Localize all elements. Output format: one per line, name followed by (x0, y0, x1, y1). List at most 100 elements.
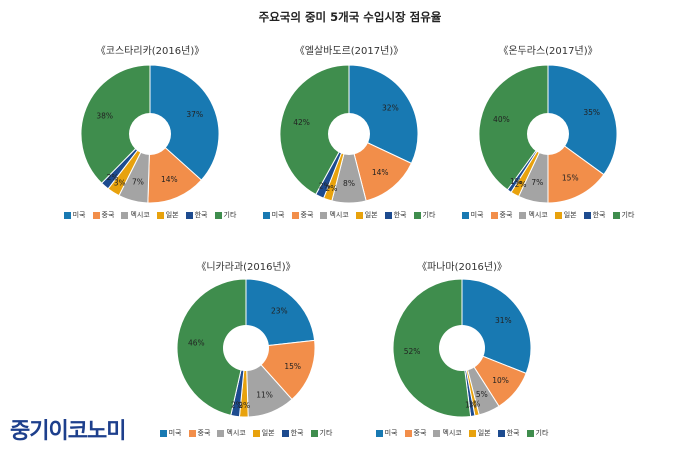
slice-label: 46% (188, 338, 205, 347)
pie-slice-6 (80, 64, 151, 184)
legend-swatch (490, 211, 498, 219)
legend-item: 멕시코 (121, 210, 150, 220)
legend-label: 한국 (506, 429, 520, 437)
slice-label: 2% (107, 173, 119, 182)
legend-label: 한국 (393, 211, 407, 219)
legend-label: 일본 (364, 211, 378, 219)
legend-label: 멕시코 (329, 211, 349, 219)
chart-title: 《파나마(2016년)》 (416, 262, 508, 273)
legend-label: 멕시코 (528, 211, 548, 219)
legend-label: 기타 (319, 429, 333, 437)
legend-item: 중국 (291, 210, 313, 220)
slice-label: 11% (256, 390, 273, 399)
legend-label: 한국 (290, 429, 304, 437)
legend-item: 기타 (310, 428, 333, 438)
legend-item: 중국 (490, 210, 512, 220)
legend-swatch (185, 211, 193, 219)
brand-logo: 중기이코노미 (10, 419, 126, 444)
slice-label: 7% (531, 178, 543, 187)
slice-label: 2% (231, 400, 243, 409)
slice-label: 5% (476, 390, 488, 399)
legend-swatch (291, 211, 299, 219)
slice-label: 31% (495, 316, 512, 325)
pie-slice-1 (547, 64, 618, 176)
legend-item: 기타 (526, 428, 549, 438)
pie-slice-6 (279, 64, 350, 196)
legend-item: 한국 (384, 210, 407, 220)
legend-swatch (384, 211, 392, 219)
legend-item: 미국 (159, 428, 182, 438)
legend-item: 한국 (497, 428, 520, 438)
legend-label: 일본 (165, 211, 179, 219)
legend-item: 미국 (461, 210, 484, 220)
legend-swatch (612, 211, 620, 219)
legend-swatch (63, 211, 71, 219)
slice-label: 8% (343, 179, 355, 188)
legend-item: 멕시코 (433, 428, 462, 438)
chart-legend: 미국 중국 멕시코 일본 한국 기타 (146, 428, 346, 438)
legend-item: 일본 (252, 428, 275, 438)
legend-item: 일본 (355, 210, 378, 220)
legend-item: 기타 (214, 210, 237, 220)
legend-swatch (526, 429, 534, 437)
pie-chart-nicaragua: 《니카라과(2016년)》 23% 15% 11% 2% 2% 46% 미국 중국 멕시코 일본… (146, 258, 346, 448)
legend-label: 미국 (470, 211, 484, 219)
slice-label: 3% (114, 178, 126, 187)
legend-swatch (252, 429, 260, 437)
chart-title: 《코스타리카(2016년)》 (95, 46, 205, 57)
legend-swatch (355, 211, 363, 219)
legend-item: 멕시코 (320, 210, 349, 220)
slice-label: 10% (492, 376, 509, 385)
legend-item: 멕시코 (217, 428, 246, 438)
donut-hole (223, 325, 269, 371)
slice-label: 2% (238, 401, 250, 410)
legend-swatch (281, 429, 289, 437)
legend-swatch (310, 429, 318, 437)
legend-item: 중국 (92, 210, 114, 220)
page-title: 주요국의 중미 5개국 수입시장 점유율 (258, 10, 442, 24)
legend-item: 멕시코 (519, 210, 548, 220)
legend-label: 한국 (592, 211, 606, 219)
pie-svg: 23% 15% 11% 2%2% 46% (176, 278, 316, 418)
slice-label: 35% (583, 108, 600, 117)
donut-hole (527, 113, 569, 155)
legend-swatch (375, 429, 383, 437)
legend-item: 기타 (413, 210, 436, 220)
slice-label: 2% (319, 182, 331, 191)
pie-slice-2 (547, 133, 605, 204)
chart-legend: 미국 중국 멕시코 일본 한국 기타 (362, 428, 562, 438)
legend-label: 미국 (271, 211, 285, 219)
slice-label: 23% (271, 307, 288, 316)
pie-svg: 37% 14% 7% 3%2% 38% (80, 64, 220, 204)
legend-label: 기타 (535, 429, 549, 437)
legend-swatch (188, 429, 196, 437)
chart-title: 《엘살바도르(2017년)》 (294, 46, 404, 57)
slice-label: 1% (465, 400, 477, 409)
legend-item: 한국 (281, 428, 304, 438)
legend-swatch (413, 211, 421, 219)
chart-legend: 미국 중국 멕시코 일본 한국 기타 (50, 210, 250, 220)
legend-label: 기타 (422, 211, 436, 219)
slice-label: 38% (96, 111, 113, 120)
pie-svg: 35% 15% 7% 2%1% 40% (478, 64, 618, 204)
pie-chart-honduras: 《온두라스(2017년)》 35% 15% 7% 2% 1% 40% 미국 중국 멕시코 일본 한… (448, 42, 648, 222)
legend-item: 일본 (468, 428, 491, 438)
legend-label: 멕시코 (130, 211, 150, 219)
legend-label: 일본 (261, 429, 275, 437)
legend-item: 미국 (63, 210, 86, 220)
pie-slice-6 (392, 278, 472, 418)
donut-hole (439, 325, 485, 371)
legend-swatch (468, 429, 476, 437)
slice-label: 1% (510, 177, 522, 186)
legend-label: 기타 (223, 211, 237, 219)
slice-label: 40% (493, 115, 510, 124)
legend-item: 한국 (185, 210, 208, 220)
legend-swatch (159, 429, 167, 437)
legend-label: 미국 (384, 429, 398, 437)
legend-label: 일본 (477, 429, 491, 437)
legend-swatch (554, 211, 562, 219)
pie-slice-2 (348, 133, 413, 202)
legend-swatch (262, 211, 270, 219)
legend-swatch (519, 211, 527, 219)
legend-label: 미국 (168, 429, 182, 437)
